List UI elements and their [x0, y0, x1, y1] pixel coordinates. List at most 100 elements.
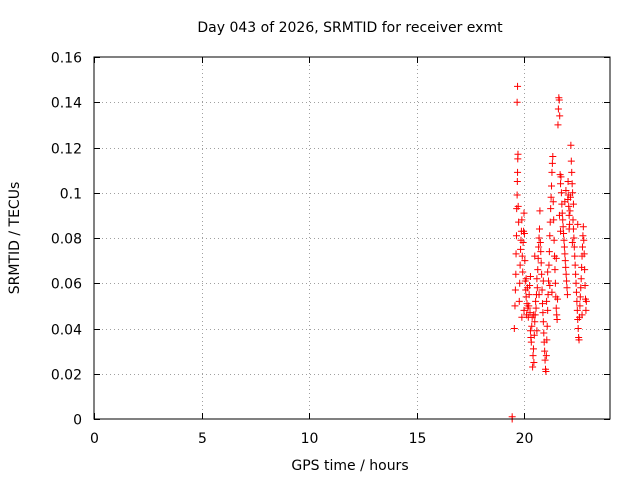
- data-point: [530, 331, 538, 339]
- data-point: [538, 286, 546, 294]
- data-point: [512, 250, 520, 258]
- data-point: [527, 338, 535, 346]
- data-point: [518, 216, 526, 224]
- data-point: [540, 329, 548, 337]
- data-point: [544, 291, 552, 299]
- data-point: [516, 261, 524, 269]
- data-point: [543, 297, 551, 305]
- data-point: [519, 239, 527, 247]
- data-point: [552, 304, 560, 312]
- data-point: [550, 236, 558, 244]
- data-point: [517, 245, 525, 253]
- data-point: [512, 232, 520, 240]
- data-point: [576, 293, 584, 301]
- data-point: [519, 268, 527, 276]
- data-point: [535, 291, 543, 299]
- data-point: [511, 286, 519, 294]
- plot-frame: [93, 56, 611, 420]
- data-point: [575, 336, 583, 344]
- data-point: [513, 177, 521, 185]
- data-point: [546, 282, 554, 290]
- data-point: [514, 168, 522, 176]
- data-point: [568, 239, 576, 247]
- data-point: [531, 252, 539, 260]
- data-point: [573, 297, 581, 305]
- x-axis-label: GPS time / hours: [291, 458, 408, 474]
- data-point: [536, 207, 544, 215]
- data-point: [518, 313, 526, 321]
- y-tick-label: 0.16: [51, 51, 82, 67]
- data-point: [520, 209, 528, 217]
- data-point: [571, 261, 579, 269]
- data-point: [557, 173, 565, 181]
- data-point: [542, 352, 550, 360]
- data-point: [526, 327, 534, 335]
- data-point: [582, 306, 590, 314]
- data-point: [539, 318, 547, 326]
- data-point: [573, 306, 581, 314]
- data-point: [563, 277, 571, 285]
- data-point: [557, 189, 565, 197]
- data-point: [535, 225, 543, 233]
- data-point: [549, 198, 557, 206]
- data-point: [522, 275, 530, 283]
- data-point: [544, 306, 552, 314]
- data-point: [537, 248, 545, 256]
- data-point: [533, 275, 541, 283]
- data-point: [514, 202, 522, 210]
- data-point: [548, 159, 556, 167]
- data-point: [569, 216, 577, 224]
- data-point: [526, 309, 534, 317]
- data-points: [508, 82, 590, 423]
- data-point: [561, 198, 569, 206]
- data-point: [516, 279, 524, 287]
- data-point: [538, 300, 546, 308]
- data-point: [533, 284, 541, 292]
- data-point: [570, 243, 578, 251]
- data-point: [582, 297, 590, 305]
- data-point: [541, 347, 549, 355]
- y-tick-label: 0.14: [51, 96, 82, 112]
- data-point: [568, 180, 576, 188]
- data-point: [538, 270, 546, 278]
- data-point: [530, 311, 538, 319]
- data-point: [578, 311, 586, 319]
- data-point: [532, 297, 540, 305]
- x-tick-label: 5: [198, 431, 207, 447]
- y-tick-label: 0.12: [51, 142, 82, 158]
- data-point: [564, 177, 572, 185]
- data-point: [514, 82, 522, 90]
- data-point: [581, 282, 589, 290]
- data-point: [537, 259, 545, 267]
- y-tick-label: 0: [73, 413, 82, 429]
- data-point: [565, 202, 573, 210]
- data-point: [543, 336, 551, 344]
- data-point: [535, 234, 543, 242]
- x-tick-label: 15: [409, 431, 427, 447]
- data-point: [542, 367, 550, 375]
- data-point: [520, 229, 528, 237]
- data-point: [525, 302, 533, 310]
- data-point: [547, 193, 555, 201]
- data-point: [554, 105, 562, 113]
- data-point: [580, 236, 588, 244]
- data-point: [529, 363, 537, 371]
- data-point: [566, 193, 574, 201]
- data-point: [521, 257, 529, 265]
- data-point: [532, 304, 540, 312]
- data-point: [552, 254, 560, 262]
- x-tick-label: 20: [516, 431, 534, 447]
- data-point: [539, 309, 547, 317]
- data-point: [555, 96, 563, 104]
- data-point: [548, 168, 556, 176]
- data-point: [568, 168, 576, 176]
- data-point: [549, 153, 557, 161]
- data-point: [541, 356, 549, 364]
- data-point: [560, 243, 568, 251]
- data-point: [518, 252, 526, 260]
- data-point: [544, 268, 552, 276]
- data-point: [513, 191, 521, 199]
- data-point: [572, 270, 580, 278]
- data-point: [545, 261, 553, 269]
